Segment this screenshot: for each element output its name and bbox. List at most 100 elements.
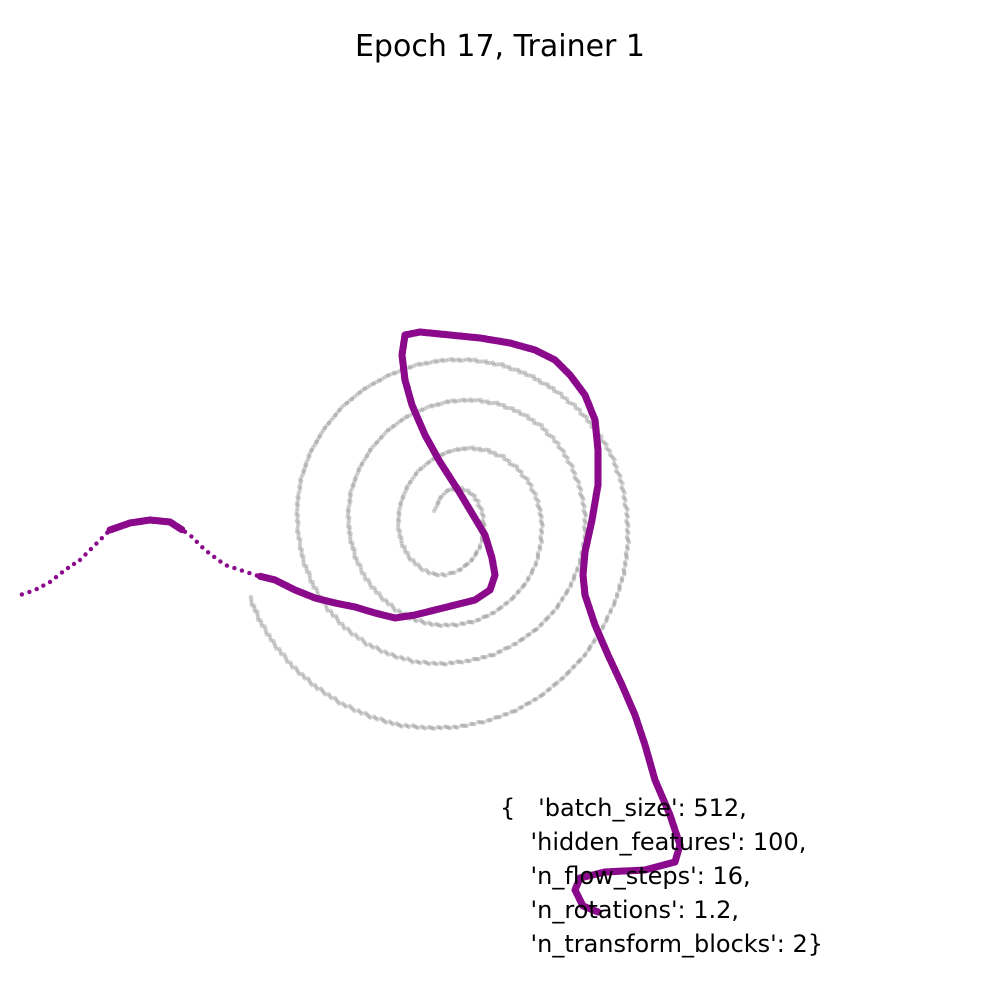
target-point: [435, 401, 440, 407]
target-point: [624, 513, 630, 518]
target-point: [381, 432, 386, 438]
target-point: [414, 659, 419, 664]
target-point: [554, 605, 560, 611]
target-point: [456, 447, 461, 453]
target-point: [484, 614, 489, 619]
target-point: [397, 511, 402, 517]
target-point: [479, 511, 484, 516]
target-point: [319, 431, 324, 436]
target-point: [454, 659, 460, 664]
target-point: [434, 359, 439, 365]
target-point: [394, 721, 399, 726]
target-point: [431, 726, 437, 731]
target-point: [420, 361, 426, 366]
target-point: [309, 682, 314, 687]
target-point: [451, 661, 456, 666]
target-point: [380, 376, 385, 381]
target-point: [452, 447, 457, 453]
target-point: [346, 505, 351, 510]
target-point: [366, 450, 371, 456]
target-point: [600, 626, 605, 631]
target-point: [531, 418, 536, 423]
target-point: [545, 382, 551, 387]
sample-point: [239, 568, 245, 573]
target-point: [622, 496, 627, 501]
target-point: [619, 479, 624, 484]
target-point: [294, 501, 299, 507]
target-point: [487, 360, 493, 366]
target-point: [391, 424, 396, 429]
target-point: [581, 496, 586, 502]
target-point: [374, 379, 379, 385]
target-point: [307, 450, 313, 456]
target-point: [304, 566, 309, 572]
target-point: [412, 617, 418, 623]
target-point: [475, 397, 480, 403]
target-point: [385, 427, 391, 433]
target-point: [443, 662, 448, 667]
target-point: [473, 553, 478, 558]
target-point: [258, 618, 263, 623]
target-point: [492, 610, 497, 615]
target-point: [294, 529, 300, 534]
target-point: [581, 508, 586, 513]
target-point: [523, 372, 529, 378]
target-point: [569, 581, 574, 586]
target-point: [383, 720, 389, 725]
target-point: [382, 649, 388, 654]
target-point: [407, 364, 413, 370]
target-point: [377, 591, 382, 596]
target-point: [438, 623, 444, 629]
target-point: [488, 653, 494, 658]
target-point: [252, 606, 257, 611]
target-point: [576, 659, 581, 664]
target-point: [419, 619, 425, 624]
target-point: [386, 428, 391, 433]
target-point: [333, 412, 338, 418]
target-point: [369, 643, 374, 649]
target-point: [329, 695, 334, 701]
target-point: [449, 448, 455, 454]
target-point: [535, 551, 541, 556]
sample-point: [105, 530, 110, 535]
target-point: [372, 585, 377, 590]
target-point: [468, 445, 473, 451]
target-point: [537, 511, 542, 516]
target-point: [322, 425, 328, 430]
target-point: [481, 720, 486, 725]
sample-point: [77, 557, 83, 563]
target-point: [458, 659, 463, 665]
target-point: [539, 539, 545, 545]
target-point: [514, 641, 519, 646]
target-point: [508, 597, 514, 602]
target-point: [547, 686, 553, 691]
target-point: [444, 724, 449, 730]
target-point: [512, 641, 517, 647]
target-point: [518, 637, 524, 643]
target-point: [404, 486, 410, 491]
target-point: [604, 442, 609, 447]
sample-point: [200, 545, 205, 550]
target-point: [528, 417, 534, 422]
target-point: [417, 361, 422, 366]
target-point: [400, 494, 405, 500]
target-point: [551, 683, 556, 688]
target-point: [501, 364, 506, 369]
target-point: [578, 657, 584, 662]
target-point: [399, 538, 404, 543]
target-point: [469, 620, 474, 625]
target-point: [433, 358, 438, 363]
target-point: [537, 378, 542, 383]
sample-point: [189, 534, 194, 539]
target-point: [560, 596, 565, 602]
target-point: [295, 502, 301, 508]
target-point: [624, 518, 629, 523]
target-point: [587, 645, 593, 650]
target-point: [581, 653, 587, 659]
target-point: [535, 554, 541, 559]
target-point: [297, 540, 303, 545]
target-point: [314, 586, 319, 591]
target-point: [517, 468, 522, 474]
target-point: [364, 453, 370, 459]
target-point: [342, 702, 347, 708]
